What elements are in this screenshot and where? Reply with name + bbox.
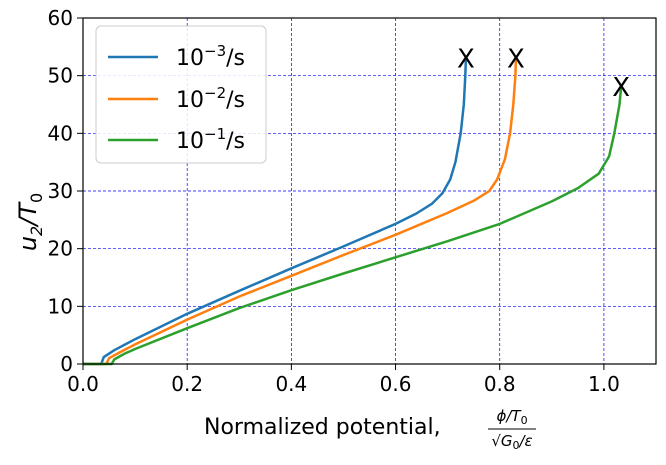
y-tick-label: 20 [48, 237, 73, 261]
y-axis-label: u2/T0 [14, 193, 46, 251]
legend: 10−3/s 10−2/s 10−1/s [95, 25, 267, 164]
y-tick-label: 60 [48, 6, 73, 30]
x-label-numerator: ϕ/T0 [496, 407, 527, 427]
series-line-1 [83, 58, 468, 366]
legend-entry-2: 10−2/s [108, 84, 245, 113]
y-tick-label: 10 [48, 294, 73, 318]
x-tick-label: 1.0 [588, 372, 620, 396]
legend-box [95, 25, 267, 164]
x-tick-label: 0.6 [380, 372, 412, 396]
end-markers: X XX [457, 44, 630, 103]
x-tick-label: 0.2 [171, 372, 203, 396]
legend-label-2: 10−2/s [176, 84, 245, 113]
x-axis-label: Normalized potential, ϕ/T0 √G0/ε [204, 407, 536, 452]
series-end-marker-2: X [507, 44, 525, 74]
series-end-marker-3: X [612, 73, 630, 103]
series-line-2 [83, 58, 518, 366]
y-label-sub2: 0 [27, 193, 46, 203]
x-label-denominator: √G0/ε [491, 432, 532, 452]
x-label-text: Normalized potential, [204, 415, 441, 440]
legend-label-3: 10−1/s [176, 125, 245, 154]
y-tick-label: 0 [60, 352, 73, 376]
x-tick-label: 0.0 [67, 372, 99, 396]
y-axis-ticks: 0 10 20 30 40 50 60 [48, 6, 83, 376]
series-line-3 [83, 87, 623, 366]
y-label-slash: /T [14, 201, 42, 228]
x-axis-ticks: 0.0 0.2 0.4 0.6 0.8 1.0 [67, 364, 620, 396]
legend-label-1: 10−3/s [176, 42, 245, 71]
y-tick-label: 50 [48, 64, 73, 88]
y-tick-label: 30 [48, 179, 73, 203]
series-end-marker-1: X [457, 44, 475, 74]
series-lines [83, 58, 623, 366]
y-tick-label: 40 [48, 121, 73, 145]
y-label-main: u [14, 236, 42, 251]
x-tick-label: 0.8 [484, 372, 516, 396]
legend-entry-3: 10−1/s [108, 125, 245, 154]
x-tick-label: 0.4 [275, 372, 307, 396]
legend-entry-1: 10−3/s [108, 42, 245, 71]
y-label-sub1: 2 [27, 226, 46, 236]
